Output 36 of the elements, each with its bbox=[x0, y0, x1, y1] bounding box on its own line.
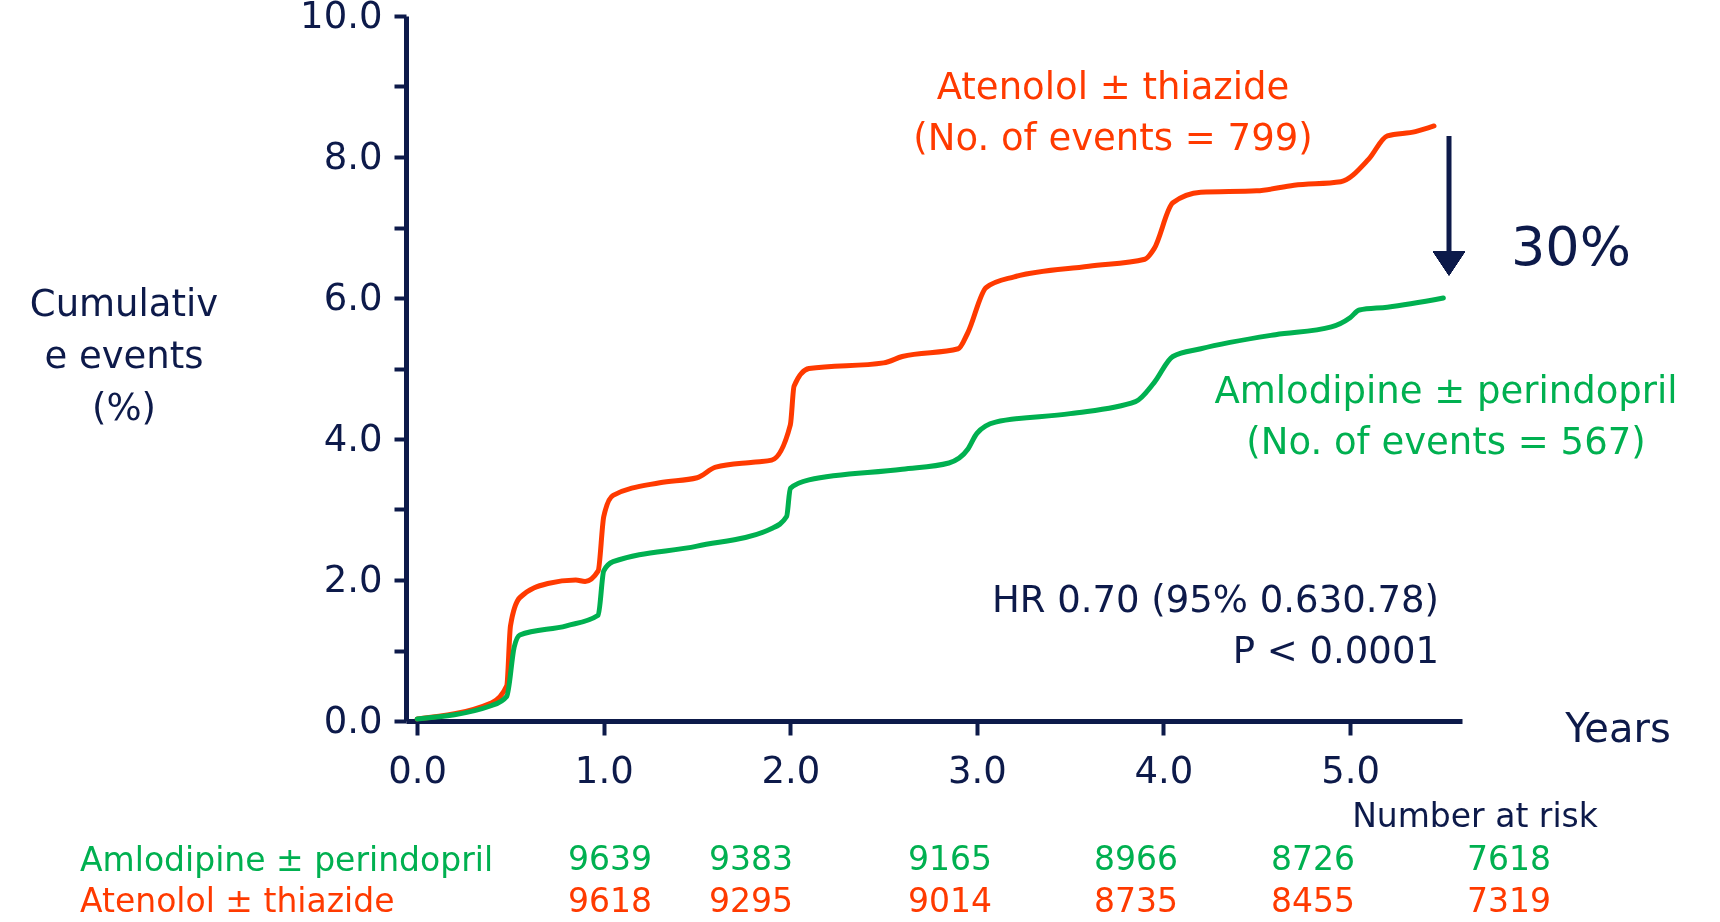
text: 8735 bbox=[1094, 881, 1178, 920]
y-tick-label: 0.0 bbox=[323, 698, 383, 742]
text: 8726 bbox=[1271, 839, 1355, 878]
text: 8966 bbox=[1094, 839, 1178, 878]
x-tick-label: 4.0 bbox=[1134, 748, 1194, 792]
x-tick-label: 5.0 bbox=[1321, 748, 1380, 792]
text: 30% bbox=[1510, 215, 1632, 278]
text: 9618 bbox=[568, 881, 652, 920]
x-tick-label: 2.0 bbox=[761, 748, 821, 792]
x-tick-label: 3.0 bbox=[947, 748, 1007, 792]
text: Atenolol ± thiazide bbox=[80, 881, 395, 920]
y-axis-title: Cumulativ e events (%) bbox=[29, 282, 219, 429]
text: 7319 bbox=[1467, 881, 1551, 920]
y-tick-label: 2.0 bbox=[323, 557, 383, 601]
text: Number at risk bbox=[1352, 796, 1599, 835]
y-tick-label: 4.0 bbox=[323, 416, 383, 460]
annotation: HR 0.70 (95% 0.630.78) bbox=[991, 578, 1439, 621]
annotation: P < 0.0001 bbox=[1232, 629, 1439, 672]
text: 7618 bbox=[1467, 839, 1551, 878]
text: 8455 bbox=[1271, 881, 1355, 920]
text: 9639 bbox=[568, 839, 652, 878]
x-axis-title: Years bbox=[1564, 705, 1671, 751]
text: 9165 bbox=[908, 839, 992, 878]
text: 9014 bbox=[908, 881, 992, 920]
text: Atenolol ± thiazide bbox=[936, 65, 1290, 108]
text: 9295 bbox=[709, 881, 793, 920]
y-tick-label: 6.0 bbox=[323, 275, 383, 319]
text: 9383 bbox=[709, 839, 793, 878]
y-tick-label: 10.0 bbox=[300, 0, 383, 37]
x-tick-label: 1.0 bbox=[574, 748, 634, 792]
y-tick-label: 8.0 bbox=[323, 134, 383, 178]
annotation: (No. of events = 567) bbox=[1246, 420, 1646, 463]
x-tick-label: 0.0 bbox=[388, 748, 448, 792]
annotation: (No. of events = 799) bbox=[913, 116, 1313, 159]
series-label: Amlodipine ± perindopril bbox=[1214, 369, 1678, 412]
text: Amlodipine ± perindopril bbox=[80, 840, 494, 879]
